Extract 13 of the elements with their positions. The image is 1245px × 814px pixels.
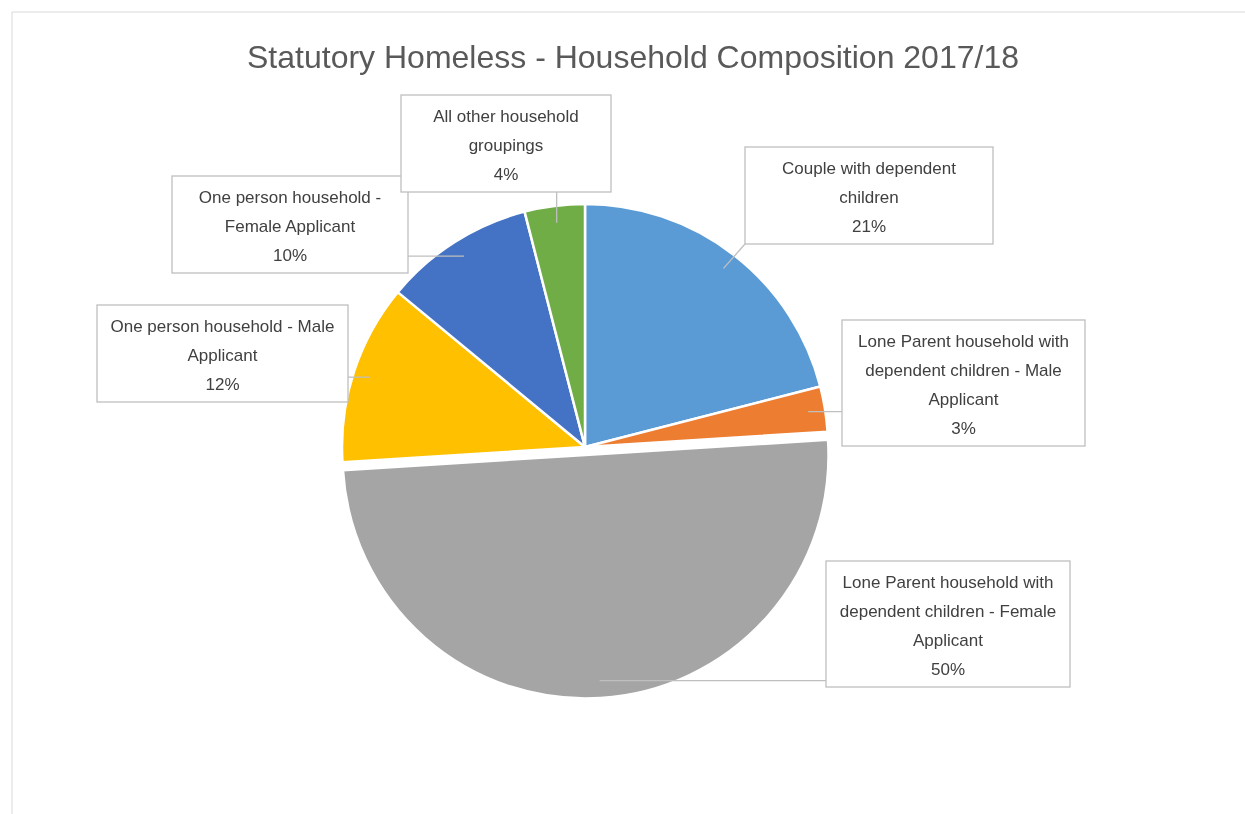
slice-label: Couple with dependent children	[782, 159, 957, 207]
data-label: 21%	[851, 217, 887, 236]
data-label: 50%	[930, 660, 966, 679]
chart-title: Statutory Homeless - Household Composition 2017/18	[247, 39, 1019, 75]
slice-label: All other household groupings	[433, 107, 579, 155]
data-label: 10%	[272, 246, 308, 265]
slice-label: One person household - Female Applicant	[198, 188, 382, 236]
slice-label: Lone Parent household with dependent children - Female Applicant	[839, 573, 1057, 650]
slice-label: Lone Parent household with dependent children - Male Applicant	[858, 332, 1069, 409]
data-label: 12%	[205, 375, 240, 394]
slice-label: One person household - Male Applicant	[110, 317, 335, 365]
data-label: 4%	[493, 165, 519, 184]
data-label: 3%	[951, 419, 976, 438]
